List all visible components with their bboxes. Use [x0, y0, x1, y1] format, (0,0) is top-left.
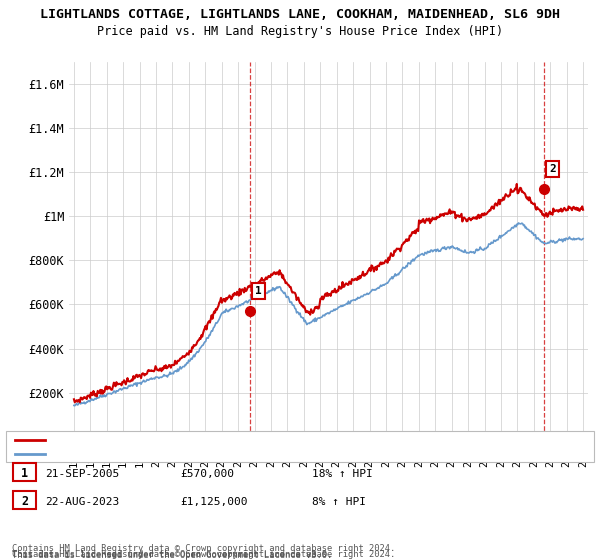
Text: 2: 2 — [549, 164, 556, 174]
Text: 2: 2 — [21, 496, 28, 508]
Text: Contains HM Land Registry data © Crown copyright and database right 2024.: Contains HM Land Registry data © Crown c… — [12, 550, 395, 559]
Text: 1: 1 — [255, 286, 262, 296]
Text: 22-AUG-2023: 22-AUG-2023 — [45, 497, 119, 507]
Text: Contains HM Land Registry data © Crown copyright and database right 2024.: Contains HM Land Registry data © Crown c… — [12, 544, 395, 553]
Text: 8% ↑ HPI: 8% ↑ HPI — [312, 497, 366, 507]
Text: £1,125,000: £1,125,000 — [180, 497, 248, 507]
Text: This data is licensed under the Open Government Licence v3.0.: This data is licensed under the Open Gov… — [12, 551, 332, 560]
Text: £570,000: £570,000 — [180, 469, 234, 479]
Text: 18% ↑ HPI: 18% ↑ HPI — [312, 469, 373, 479]
Text: Price paid vs. HM Land Registry's House Price Index (HPI): Price paid vs. HM Land Registry's House … — [97, 25, 503, 38]
Text: HPI: Average price, detached house, Windsor and Maidenhead: HPI: Average price, detached house, Wind… — [51, 450, 385, 459]
Text: This data is licensed under the Open Government Licence v3.0.: This data is licensed under the Open Gov… — [12, 550, 332, 559]
Text: 21-SEP-2005: 21-SEP-2005 — [45, 469, 119, 479]
Text: LIGHTLANDS COTTAGE, LIGHTLANDS LANE, COOKHAM, MAIDENHEAD, SL6 9DH (detached): LIGHTLANDS COTTAGE, LIGHTLANDS LANE, COO… — [51, 435, 488, 444]
Text: LIGHTLANDS COTTAGE, LIGHTLANDS LANE, COOKHAM, MAIDENHEAD, SL6 9DH: LIGHTLANDS COTTAGE, LIGHTLANDS LANE, COO… — [40, 8, 560, 21]
Text: 1: 1 — [21, 468, 28, 480]
